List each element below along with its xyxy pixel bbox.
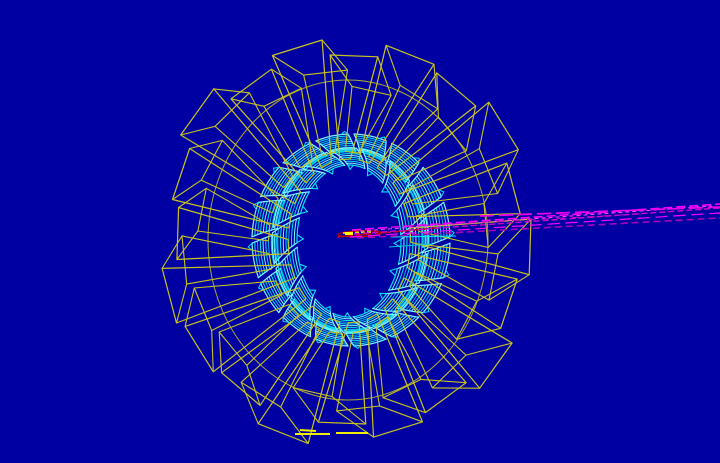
bottom-rim-highlights bbox=[295, 429, 368, 435]
particle-tracks bbox=[336, 203, 720, 248]
inner-tracker-barrel-wireframe bbox=[247, 130, 455, 350]
